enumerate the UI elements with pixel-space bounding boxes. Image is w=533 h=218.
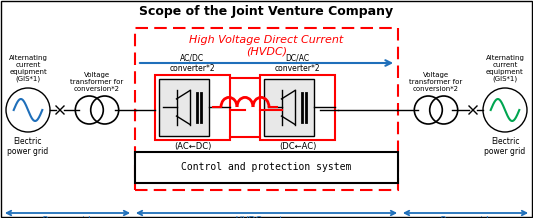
Bar <box>260 75 335 140</box>
Text: <Power grid>: <Power grid> <box>35 216 99 218</box>
Text: Electric
power grid: Electric power grid <box>7 137 49 156</box>
Text: Electric
power grid: Electric power grid <box>484 137 526 156</box>
Text: Voltage
transformer for
conversion*2: Voltage transformer for conversion*2 <box>70 72 124 92</box>
Bar <box>155 75 230 140</box>
Text: DC/AC
converter*2: DC/AC converter*2 <box>274 54 320 73</box>
Bar <box>135 152 398 183</box>
Text: <Power grid>: <Power grid> <box>433 216 497 218</box>
Text: <HVDC system>: <HVDC system> <box>228 216 304 218</box>
Bar <box>135 28 398 190</box>
Text: (DC⇜AC): (DC⇜AC) <box>279 142 316 151</box>
Text: Alternating
current
equipment
(GIS*1): Alternating current equipment (GIS*1) <box>486 55 524 82</box>
Bar <box>264 79 314 136</box>
Text: Voltage
transformer for
conversion*2: Voltage transformer for conversion*2 <box>409 72 463 92</box>
Text: Alternating
current
equipment
(GIS*1): Alternating current equipment (GIS*1) <box>9 55 47 82</box>
Text: Control and protection system: Control and protection system <box>181 162 352 172</box>
Text: High Voltage Direct Current: High Voltage Direct Current <box>189 35 344 45</box>
Text: (AC⇜DC): (AC⇜DC) <box>174 142 211 151</box>
Text: Scope of the Joint Venture Company: Scope of the Joint Venture Company <box>140 5 393 18</box>
Text: AC/DC
converter*2: AC/DC converter*2 <box>169 54 215 73</box>
Text: (HVDC): (HVDC) <box>246 46 287 56</box>
Bar <box>159 79 209 136</box>
